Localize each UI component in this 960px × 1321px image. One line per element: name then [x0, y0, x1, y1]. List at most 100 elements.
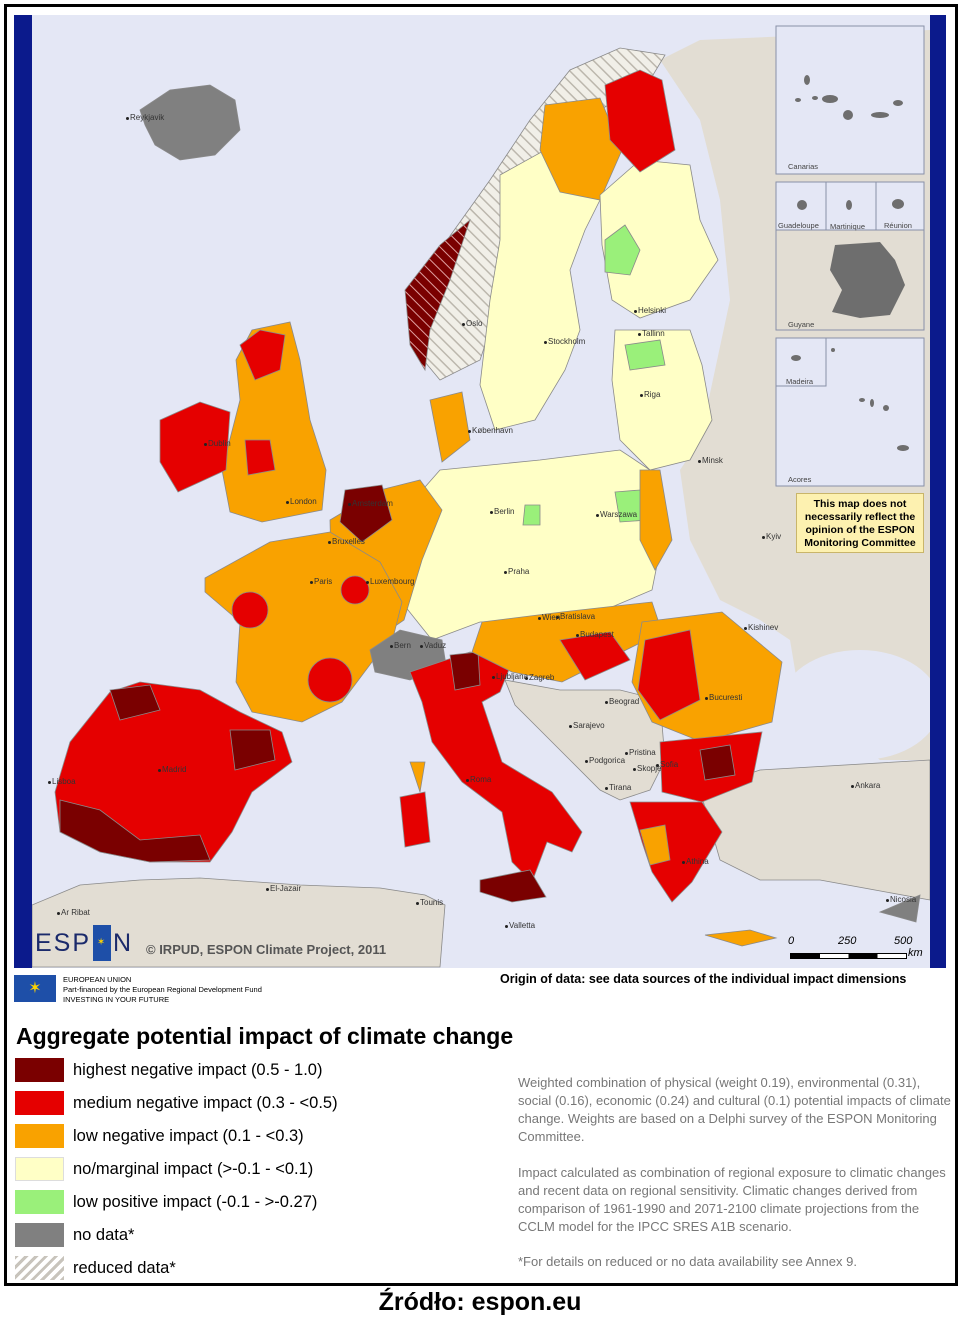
inset-label-reunion: Réunion: [884, 221, 912, 230]
europe-map: Canarias Guadeloupe Martinique Réunion G…: [32, 15, 930, 968]
legend-label: reduced data*: [73, 1259, 176, 1277]
region-iceland: [139, 84, 241, 161]
city-label: Dublin: [204, 439, 231, 448]
city-label: København: [468, 426, 513, 435]
region-bulgaria-dark: [699, 744, 736, 781]
legend-label: no/marginal impact (>-0.1 - <0.1): [73, 1160, 314, 1178]
city-label: Bratislava: [555, 612, 596, 621]
scale-label: 0: [788, 935, 795, 947]
legend-swatch: [15, 1223, 64, 1247]
eu-stars-icon: ✶: [93, 925, 112, 961]
region-wales-red: [244, 439, 276, 476]
legend-item-marginal: no/marginal impact (>-0.1 - <0.1): [15, 1157, 415, 1183]
legend-item-medium: medium negative impact (0.3 - <0.5): [15, 1091, 415, 1117]
region-norway-west: [404, 218, 471, 372]
map-panel: Canarias Guadeloupe Martinique Réunion G…: [14, 15, 946, 968]
city-label: Lisboa: [48, 777, 76, 786]
region-hungary-red: [559, 631, 631, 681]
description-method: Impact calculated as combination of regi…: [518, 1165, 946, 1234]
inset-label-canarias: Canarias: [788, 162, 819, 171]
land-north-africa: [32, 877, 446, 968]
region-france: [204, 531, 403, 723]
legend-swatch: [15, 1124, 64, 1148]
copyright-note: © IRPUD, ESPON Climate Project, 2011: [146, 942, 387, 957]
scale-unit: km: [908, 947, 923, 959]
city-label: Warszawa: [595, 510, 638, 519]
land-turkey: [699, 759, 930, 901]
city-label: London: [286, 497, 317, 506]
city-label: Paris: [309, 577, 333, 586]
inset-label-madeira: Madeira: [786, 377, 814, 386]
region-france-red: [231, 591, 269, 629]
scale-bar-graphic: [790, 953, 907, 959]
city-label: Athina: [682, 857, 709, 866]
legend-label: medium negative impact (0.3 - <0.5): [73, 1094, 338, 1112]
data-origin-note: Origin of data: see data sources of the …: [500, 972, 907, 986]
inset-label-martinique: Martinique: [830, 222, 866, 231]
city-label: Amsterdam: [348, 499, 393, 508]
region-iberia-dark: [59, 799, 211, 863]
eu-line: EUROPEAN UNION: [63, 975, 132, 984]
region-crete: [704, 929, 778, 947]
legend-label: low negative impact (0.1 - <0.3): [73, 1127, 304, 1145]
city-label: Ankara: [850, 781, 881, 790]
legend-swatch: [15, 1190, 64, 1214]
city-label: Oslo: [461, 319, 483, 328]
city-label: Tounis: [415, 898, 444, 907]
description-footnote: *For details on reduced or no data avail…: [518, 1254, 857, 1269]
city-label: Tirana: [604, 783, 632, 792]
espon-logo: ESP ✶ N: [35, 925, 133, 961]
region-corsica: [409, 761, 426, 793]
source-caption: Źródło: espon.eu: [378, 1288, 582, 1316]
city-label: Sarajevo: [569, 721, 605, 730]
city-label: Minsk: [698, 456, 723, 465]
region-estonia-positive: [624, 339, 666, 371]
legend-swatch: [15, 1091, 64, 1115]
region-scotland-red: [239, 329, 286, 381]
city-label: Wien: [537, 613, 561, 622]
region-romania-red: [637, 629, 701, 721]
region-berlin-positive: [522, 504, 541, 526]
city-label: Riga: [639, 390, 661, 399]
region-finland-positive: [604, 224, 641, 276]
legend-item-positive: low positive impact (-0.1 - >-0.27): [15, 1190, 415, 1216]
city-label: Bern: [390, 641, 411, 650]
city-label: Madrid: [157, 765, 187, 774]
city-label: Nicosia: [885, 895, 917, 904]
city-label: Skopje: [632, 764, 662, 773]
description-weights: Weighted combination of physical (weight…: [518, 1075, 951, 1144]
city-label: Podgorica: [584, 756, 626, 765]
inset-label-guyane: Guyane: [788, 320, 815, 329]
region-iberia-dark: [229, 729, 276, 771]
legend-swatch: [15, 1058, 64, 1082]
black-sea: [780, 650, 930, 760]
city-label: Vaduz: [419, 641, 447, 650]
region-poland-east-orange: [639, 469, 673, 571]
eu-flag-icon: ✶: [14, 975, 56, 1002]
city-label: Pristina: [625, 748, 656, 757]
city-label: Berlin: [489, 507, 515, 516]
legend-item-nodata: no data*: [15, 1223, 415, 1249]
region-france-red: [307, 657, 353, 703]
scale-label: 500: [894, 935, 913, 947]
scale-label: 250: [838, 935, 857, 947]
scale-bar: 0 250 500 km: [786, 933, 926, 963]
city-label: Sofia: [655, 760, 679, 769]
region-france-red: [340, 575, 370, 605]
city-label: Reykjavik: [125, 113, 165, 122]
city-label: Zagreb: [524, 673, 555, 682]
legend-swatch: [15, 1157, 64, 1181]
city-label: El-Jazair: [265, 884, 302, 893]
legend-label: low positive impact (-0.1 - >-0.27): [73, 1193, 318, 1211]
legend-item-low: low negative impact (0.1 - <0.3): [15, 1124, 415, 1150]
city-label: Kishinev: [743, 623, 779, 632]
city-label: Bucuresti: [704, 693, 743, 702]
region-sicily: [479, 869, 547, 903]
city-label: Bruxelles: [328, 537, 365, 546]
region-lapland: [604, 69, 676, 173]
eu-line: INVESTING IN YOUR FUTURE: [63, 995, 170, 1004]
land-western-balkans: [504, 679, 666, 801]
city-label: Kyiv: [761, 532, 782, 541]
city-label: Praha: [503, 567, 530, 576]
region-ireland: [159, 401, 231, 493]
